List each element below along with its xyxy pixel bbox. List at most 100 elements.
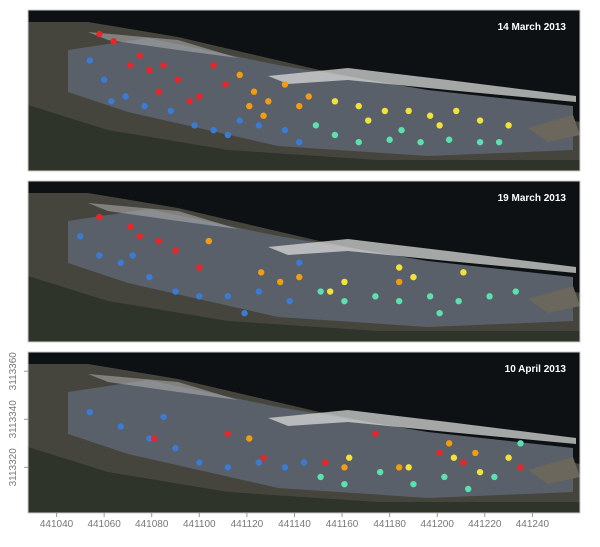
point	[86, 408, 94, 416]
point	[476, 468, 484, 476]
y-tick-label: 3113360	[8, 352, 19, 391]
point	[405, 464, 412, 471]
point	[146, 435, 153, 442]
point	[322, 459, 329, 466]
point	[464, 485, 472, 493]
point	[260, 454, 267, 461]
x-tick-label: 441040	[40, 519, 74, 530]
point	[341, 480, 348, 488]
point	[96, 213, 103, 221]
point	[410, 273, 417, 281]
point	[426, 293, 434, 300]
point	[108, 98, 115, 105]
point	[172, 247, 179, 254]
point	[117, 259, 124, 266]
point	[450, 454, 458, 461]
point	[455, 297, 462, 305]
point	[100, 76, 108, 83]
point	[491, 473, 498, 481]
point	[141, 102, 148, 110]
point	[372, 430, 379, 437]
point	[172, 444, 179, 452]
point	[224, 464, 232, 471]
x-tick-label: 441100	[183, 519, 216, 530]
point	[224, 430, 232, 437]
point	[517, 464, 524, 471]
point	[505, 454, 512, 461]
x-tick-label: 441240	[516, 519, 550, 530]
point	[300, 459, 308, 466]
panel-1	[28, 10, 580, 171]
point	[395, 278, 403, 286]
point	[127, 62, 134, 69]
point	[196, 459, 203, 466]
point	[296, 273, 303, 281]
x-tick-label: 441140	[278, 519, 311, 530]
x-tick-label: 441120	[231, 519, 264, 530]
point	[398, 126, 405, 134]
point	[476, 117, 484, 124]
point	[255, 122, 262, 129]
point	[196, 93, 203, 100]
point	[205, 237, 213, 245]
point	[405, 107, 412, 115]
point	[355, 102, 362, 110]
point	[150, 435, 158, 442]
point	[417, 138, 424, 146]
point	[317, 288, 324, 295]
point	[186, 98, 193, 105]
point	[346, 454, 353, 461]
panel-2	[28, 181, 580, 342]
point	[441, 473, 448, 481]
y-tick-label: 3113340	[8, 400, 19, 439]
point	[326, 288, 334, 295]
x-tick-label: 441160	[326, 519, 359, 530]
point	[365, 117, 372, 124]
panel-border	[27, 9, 581, 172]
point	[305, 93, 312, 100]
point	[110, 38, 117, 45]
point	[236, 71, 243, 79]
point	[191, 122, 198, 129]
x-tick-label: 441180	[373, 519, 406, 530]
point	[265, 98, 272, 105]
point	[86, 57, 94, 64]
point	[331, 98, 339, 105]
point	[255, 459, 262, 466]
point	[426, 112, 434, 119]
point	[296, 102, 303, 110]
panel-title: 14 March 2013	[498, 22, 567, 33]
point	[355, 138, 362, 146]
point	[372, 293, 379, 300]
point	[436, 449, 443, 457]
point	[257, 269, 265, 276]
point	[386, 136, 393, 143]
point	[453, 107, 460, 115]
x-tick-label: 441080	[135, 519, 169, 530]
point	[277, 278, 284, 286]
point	[410, 480, 417, 488]
point	[436, 309, 443, 317]
point	[312, 122, 320, 129]
point	[160, 62, 167, 69]
point	[122, 93, 129, 100]
point	[196, 264, 203, 271]
panel-3	[28, 352, 580, 513]
point	[96, 252, 103, 259]
point	[517, 440, 524, 447]
point	[196, 293, 203, 300]
point	[341, 278, 348, 286]
point	[317, 473, 324, 481]
point	[222, 81, 229, 88]
point	[376, 468, 384, 476]
point	[460, 269, 467, 276]
panel-title: 10 April 2013	[505, 364, 567, 375]
point	[250, 88, 258, 95]
point	[136, 233, 144, 240]
point	[155, 237, 163, 245]
point	[96, 30, 103, 38]
point	[155, 88, 163, 95]
point	[486, 293, 493, 300]
point	[255, 288, 262, 295]
